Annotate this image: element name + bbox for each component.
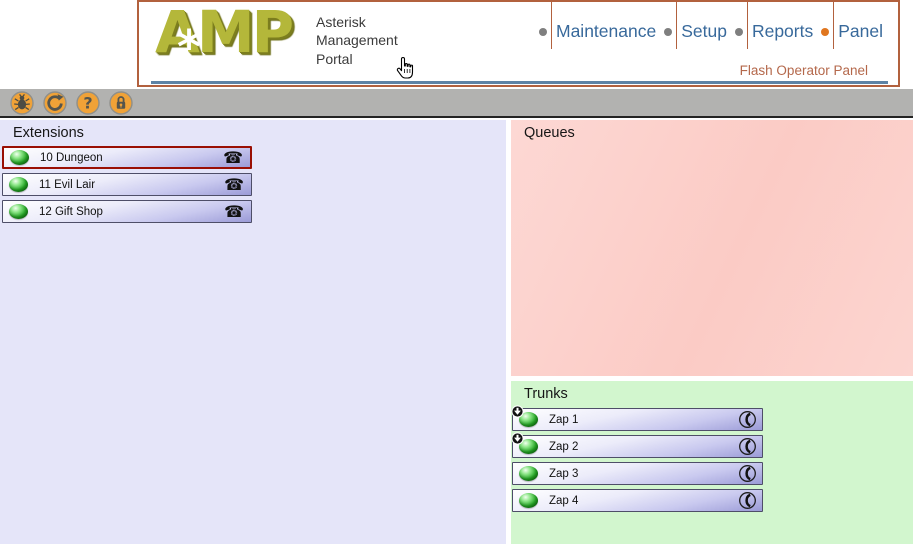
trunk-label: Zap 2 (549, 440, 579, 453)
nav-link[interactable]: Reports (751, 21, 814, 41)
extensions-panel: Extensions 10 Dungeon ☎ 11 Evil Lair ☎ 1… (0, 120, 506, 544)
status-led-icon (519, 412, 538, 427)
phone-icon: ☎ (224, 201, 244, 221)
trunk-label: Zap 1 (549, 413, 579, 426)
status-led-icon (9, 204, 28, 219)
queues-panel: Queues (511, 120, 913, 376)
trunk-row[interactable]: Zap 4 (512, 489, 763, 512)
status-led-icon (10, 150, 29, 165)
trunk-handset-icon (739, 411, 756, 428)
page-title: Flash Operator Panel (739, 63, 868, 78)
nav-bullet-icon (664, 28, 673, 36)
trunk-label: Zap 4 (549, 494, 579, 507)
phone-icon: ☎ (224, 174, 244, 194)
trunk-handset-icon (739, 438, 756, 455)
trunk-handset-icon (739, 465, 756, 482)
trunk-handset-icon (739, 492, 756, 509)
extension-label: 10 Dungeon (40, 151, 103, 164)
extensions-title: Extensions (13, 125, 84, 141)
trunk-row[interactable]: Zap 1 (511, 405, 763, 431)
lock-icon[interactable] (109, 90, 133, 115)
nav-bullet-icon (821, 28, 830, 36)
amp-logo: AMP * (155, 0, 294, 74)
trunks-title: Trunks (524, 386, 568, 402)
toolbar: ? (0, 89, 913, 118)
extension-row[interactable]: 11 Evil Lair ☎ (2, 173, 252, 196)
trunks-panel: Trunks Zap 1 (511, 381, 913, 544)
queues-title: Queues (524, 125, 575, 141)
nav-item[interactable]: Maintenance (532, 2, 657, 49)
header-divider (151, 81, 888, 84)
header: AMP * Asterisk Management Portal Mainten… (137, 0, 900, 87)
nav-item[interactable]: Reports (728, 2, 814, 49)
extension-row[interactable]: 12 Gift Shop ☎ (2, 200, 252, 223)
trunk-row[interactable]: Zap 3 (512, 462, 763, 485)
status-led-icon (519, 439, 538, 454)
status-led-icon (9, 177, 28, 192)
extension-label: 11 Evil Lair (39, 178, 96, 191)
nav-item[interactable]: Panel (814, 2, 884, 49)
status-led-icon (519, 493, 538, 508)
help-icon[interactable]: ? (76, 90, 100, 115)
main-nav: Maintenance Setup Reports (532, 2, 884, 49)
status-led-icon (519, 466, 538, 481)
phone-icon: ☎ (223, 147, 243, 167)
nav-bullet-icon (734, 28, 743, 36)
nav-link[interactable]: Setup (681, 21, 727, 41)
extension-label: 12 Gift Shop (39, 205, 103, 218)
trunks-list: Zap 1 Zap 2 (511, 405, 913, 512)
nav-bullet-icon (539, 28, 547, 36)
amp-logo-text: AMP (155, 0, 294, 66)
trunk-label: Zap 3 (549, 467, 579, 480)
expand-arrow-icon[interactable] (511, 432, 524, 445)
expand-arrow-icon[interactable] (511, 405, 524, 418)
nav-link[interactable]: Maintenance (556, 21, 657, 41)
extension-row[interactable]: 10 Dungeon ☎ (2, 146, 252, 169)
refresh-icon[interactable] (43, 90, 67, 115)
logo-subtitle: Asterisk Management Portal (316, 14, 398, 67)
extensions-list: 10 Dungeon ☎ 11 Evil Lair ☎ 12 Gift Shop… (0, 146, 506, 223)
nav-item[interactable]: Setup (657, 2, 728, 49)
svg-text:?: ? (83, 93, 92, 112)
debug-bug-icon[interactable] (10, 90, 34, 115)
trunk-row[interactable]: Zap 2 (511, 432, 763, 458)
asterisk-icon: * (177, 20, 202, 74)
nav-link[interactable]: Panel (838, 21, 883, 41)
